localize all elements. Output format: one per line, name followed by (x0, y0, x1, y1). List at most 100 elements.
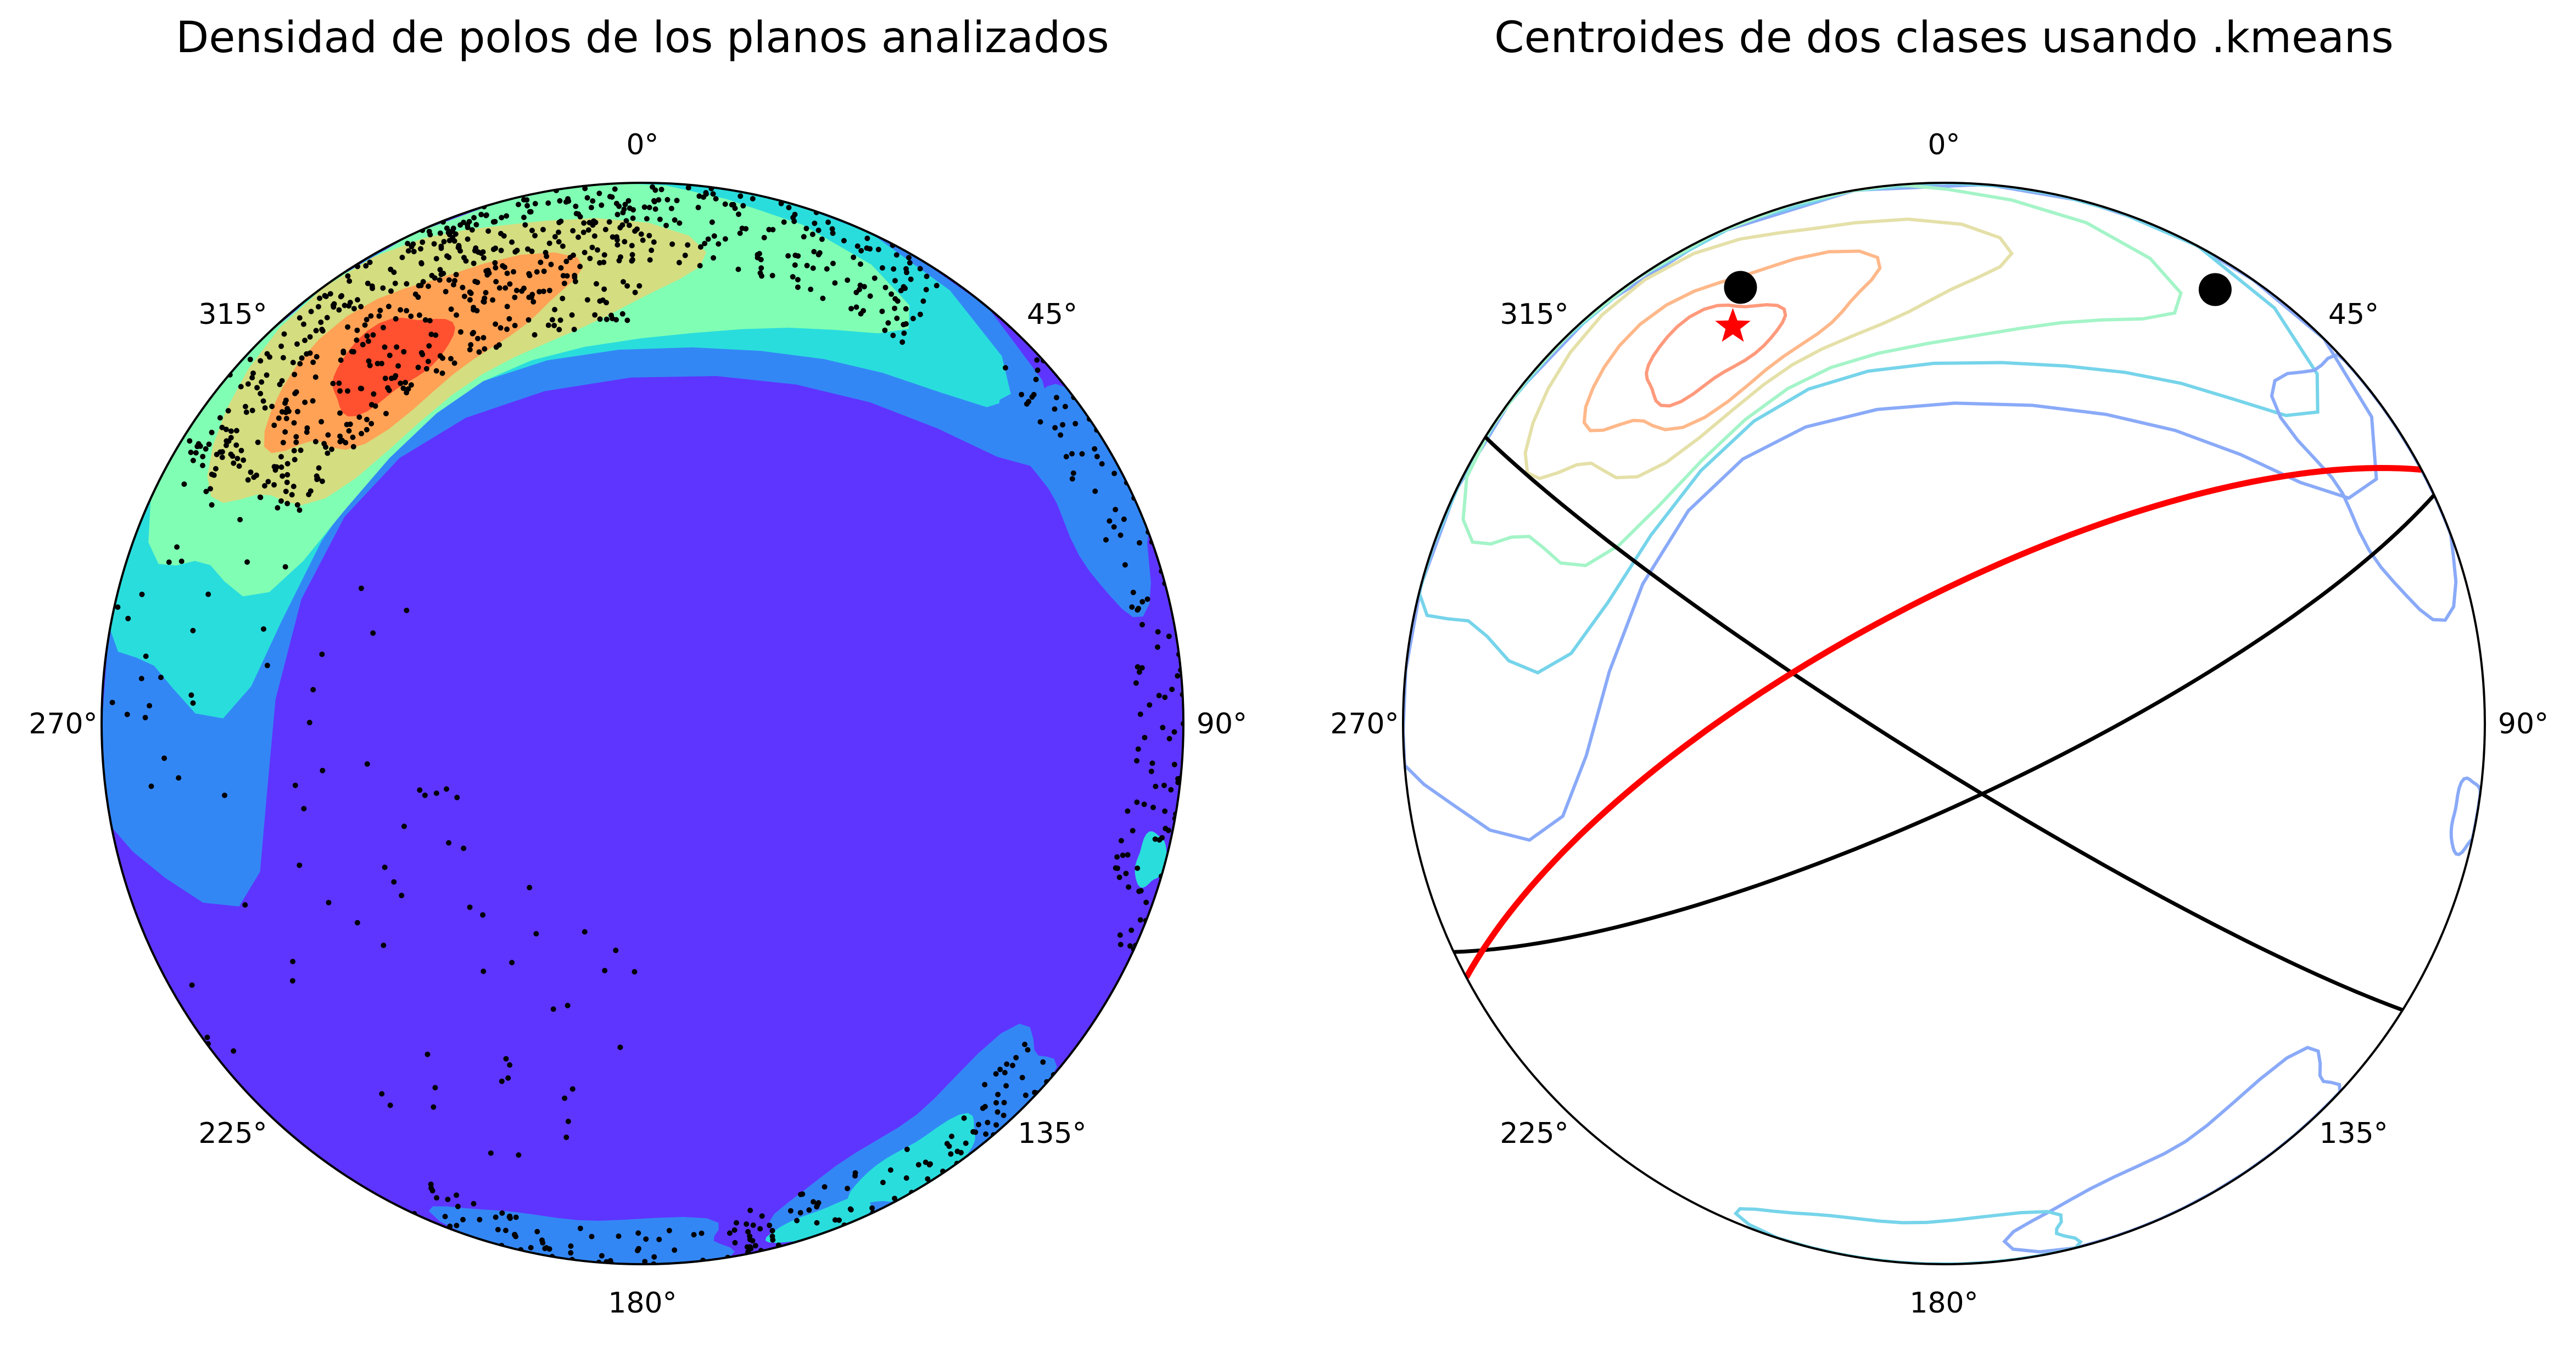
pole-point (478, 250, 484, 256)
pole-point (1149, 760, 1155, 766)
pole-point (454, 794, 460, 800)
pole-point (1079, 451, 1085, 457)
pole-point (453, 272, 459, 278)
pole-point (463, 258, 469, 264)
pole-point (381, 324, 386, 330)
pole-point (521, 285, 527, 291)
pole-point (368, 420, 375, 427)
pole-point (634, 226, 640, 232)
azimuth-tick-label: 135° (2319, 1117, 2388, 1150)
pole-point (907, 260, 913, 266)
pole-point (948, 1151, 954, 1157)
pole-point (652, 187, 658, 193)
pole-point (668, 205, 674, 211)
pole-point (1130, 828, 1136, 834)
pole-point (443, 289, 449, 295)
pole-point (428, 1181, 434, 1187)
pole-point (423, 366, 429, 372)
pole-point (651, 198, 657, 204)
pole-point (1139, 621, 1145, 627)
pole-point (438, 272, 444, 277)
pole-point (797, 1210, 803, 1216)
pole-point (589, 1233, 595, 1240)
pole-point (431, 1104, 437, 1110)
pole-point (480, 255, 487, 261)
pole-point (426, 283, 431, 289)
pole-point (512, 323, 518, 328)
pole-point (809, 231, 815, 237)
pole-point (493, 321, 499, 327)
pole-point (917, 266, 923, 272)
pole-point (315, 476, 321, 482)
pole-point (1019, 1075, 1025, 1080)
pole-point (404, 308, 410, 313)
pole-point (569, 1086, 575, 1092)
pole-point (258, 495, 264, 501)
pole-point (622, 201, 628, 207)
density-contour (2002, 1046, 2342, 1254)
pole-point (889, 291, 895, 297)
pole-point (205, 591, 211, 597)
pole-point (745, 1229, 751, 1235)
pole-point (630, 207, 636, 213)
pole-point (892, 1196, 898, 1202)
pole-point (731, 1227, 737, 1233)
pole-point (545, 200, 551, 206)
pole-point (1013, 1055, 1019, 1061)
pole-point (484, 272, 490, 278)
pole-point (283, 489, 289, 495)
pole-point (323, 294, 329, 299)
pole-point (292, 782, 298, 788)
pole-point (577, 263, 583, 270)
pole-point (264, 663, 270, 669)
pole-point (370, 630, 376, 636)
pole-point (676, 260, 682, 266)
pole-point (1150, 804, 1156, 810)
pole-point (461, 845, 467, 851)
pole-point (1113, 507, 1119, 513)
pole-point (203, 489, 209, 495)
pole-point (222, 792, 227, 798)
pole-point (346, 428, 352, 434)
pole-point (418, 246, 423, 252)
pole-point (903, 321, 909, 327)
pole-point (604, 300, 610, 306)
pole-point (529, 227, 535, 233)
pole-point (602, 227, 608, 233)
pole-point (644, 216, 650, 222)
pole-point (509, 960, 515, 966)
pole-point (1139, 599, 1145, 605)
pole-point (471, 215, 477, 221)
pole-point (388, 288, 394, 294)
pole-point (893, 252, 899, 258)
pole-point (817, 250, 823, 256)
pole-point (526, 317, 532, 323)
pole-point (399, 255, 405, 260)
pole-point (582, 186, 588, 192)
pole-point (1029, 394, 1035, 400)
pole-point (382, 344, 388, 350)
pole-point (588, 205, 594, 211)
pole-point (427, 318, 433, 324)
pole-point (1040, 1059, 1046, 1065)
pole-point (669, 241, 675, 247)
pole-point (499, 215, 505, 221)
pole-point (1114, 854, 1120, 860)
pole-point (261, 626, 266, 632)
pole-point (188, 692, 194, 698)
pole-point (917, 311, 923, 317)
pole-point (245, 477, 251, 483)
pole-point (521, 215, 527, 220)
pole-point (1144, 596, 1150, 602)
pole-point (432, 1085, 438, 1091)
azimuth-tick-label: 315° (198, 298, 267, 331)
pole-point (248, 469, 254, 475)
pole-point (206, 441, 212, 447)
pole-point (841, 238, 847, 244)
pole-point (370, 332, 376, 338)
pole-point (369, 283, 375, 289)
azimuth-tick-label: 45° (1027, 298, 1077, 331)
pole-point (377, 307, 383, 313)
pole-point (381, 943, 387, 949)
pole-point (368, 313, 374, 319)
